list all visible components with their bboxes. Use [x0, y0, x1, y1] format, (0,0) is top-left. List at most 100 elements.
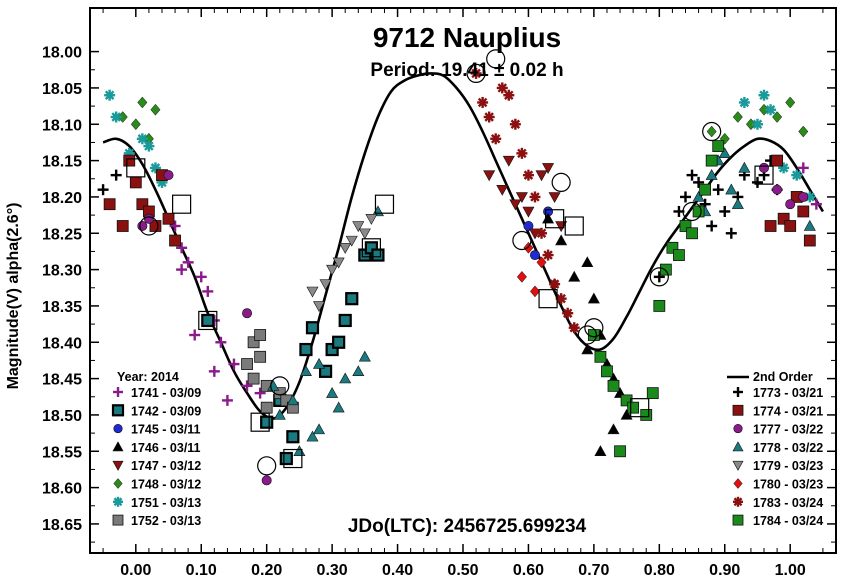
highlight-rings — [126, 49, 774, 476]
data-point — [130, 118, 141, 131]
legend-marker — [732, 404, 744, 416]
data-point — [530, 250, 540, 261]
data-point — [182, 256, 194, 268]
x-tick-label: 0.10 — [186, 562, 217, 579]
data-point — [299, 342, 313, 357]
outline-ring — [270, 376, 290, 396]
data-point — [483, 111, 495, 123]
y-tick-label: 18.30 — [42, 263, 82, 280]
y-tick-label: 18.55 — [42, 444, 82, 461]
data-point — [772, 184, 783, 195]
data-point — [653, 271, 665, 283]
legend-marker — [113, 478, 123, 489]
data-point — [601, 365, 613, 378]
data-point — [535, 170, 548, 182]
data-point — [759, 162, 769, 173]
data-point — [110, 111, 122, 123]
data-point — [772, 111, 783, 123]
data-point — [581, 343, 594, 355]
x-tick-label: 0.90 — [709, 562, 740, 579]
legend-label: 1779 - 03/23 — [753, 459, 823, 473]
data-point — [313, 357, 326, 369]
y-tick-label: 18.60 — [42, 481, 82, 498]
data-point — [706, 125, 717, 138]
data-point — [163, 170, 174, 181]
data-point — [764, 220, 777, 232]
data-point — [332, 257, 345, 269]
data-point — [338, 313, 352, 328]
data-point — [594, 350, 607, 363]
series-1779 — [306, 214, 378, 313]
data-point — [803, 234, 816, 247]
data-point — [509, 199, 522, 211]
data-point — [241, 358, 253, 370]
outline-box — [374, 194, 395, 214]
data-point — [352, 365, 365, 377]
data-point — [686, 227, 698, 240]
legend-marker — [112, 514, 124, 526]
legend-entry: 1741 - 03/09 — [113, 386, 201, 400]
legend-marker — [113, 387, 123, 397]
data-point — [137, 221, 148, 231]
data-point — [339, 372, 352, 384]
legend-label: 1783 - 03/24 — [753, 496, 823, 510]
x-tick-label: 0.40 — [382, 562, 413, 579]
data-point — [129, 176, 142, 189]
data-point — [215, 336, 227, 348]
legend-label: 1784 - 03/24 — [753, 514, 823, 528]
y-tick-label: 18.10 — [42, 117, 82, 134]
outline-ring — [257, 456, 277, 476]
data-point — [169, 234, 181, 247]
data-point — [692, 205, 705, 218]
data-point — [345, 235, 358, 247]
outline-box — [538, 289, 558, 309]
outline-ring — [577, 325, 597, 345]
x-tick-label: 0.20 — [251, 562, 282, 579]
data-point — [490, 133, 502, 145]
legend-entry: 1748 - 03/12 — [113, 478, 201, 492]
legend-marker — [112, 441, 124, 452]
data-point — [176, 242, 188, 254]
data-point — [529, 285, 540, 298]
series-1742 — [201, 241, 385, 466]
data-point — [568, 270, 581, 282]
data-point — [516, 270, 527, 283]
outline-box — [361, 238, 381, 258]
data-point — [705, 154, 718, 167]
data-point — [555, 234, 568, 246]
legend-marker — [112, 460, 124, 471]
legend-year-title: Year: 2014 — [117, 370, 179, 384]
data-point — [358, 228, 371, 240]
data-point — [646, 387, 659, 400]
data-point — [326, 387, 339, 398]
outline-ring — [584, 318, 604, 338]
data-point — [529, 191, 541, 203]
outline-box — [564, 216, 584, 236]
data-point — [798, 125, 809, 138]
data-point — [607, 423, 620, 435]
data-point — [673, 249, 685, 261]
x-tick-label: 1.00 — [775, 562, 806, 579]
data-point — [581, 256, 594, 268]
data-point — [201, 313, 215, 328]
data-point — [143, 213, 154, 224]
legend-label: 1780 - 03/23 — [753, 478, 823, 492]
outline-ring — [512, 230, 532, 251]
data-point — [136, 133, 148, 145]
data-point — [503, 89, 515, 101]
data-point — [765, 104, 777, 116]
legend-entry: 1777 - 03/22 — [733, 423, 823, 437]
data-point — [137, 96, 148, 109]
data-point — [313, 301, 326, 313]
data-point — [692, 190, 705, 202]
data-point — [718, 147, 731, 159]
data-point — [542, 249, 554, 261]
outline-ring — [649, 267, 669, 287]
data-point — [176, 264, 188, 276]
data-point — [103, 198, 116, 211]
data-point — [195, 271, 207, 283]
y-tick-label: 18.40 — [42, 335, 82, 352]
series-1783 — [470, 67, 580, 334]
data-point — [515, 192, 528, 204]
x-tick-label: 0.70 — [578, 562, 609, 579]
